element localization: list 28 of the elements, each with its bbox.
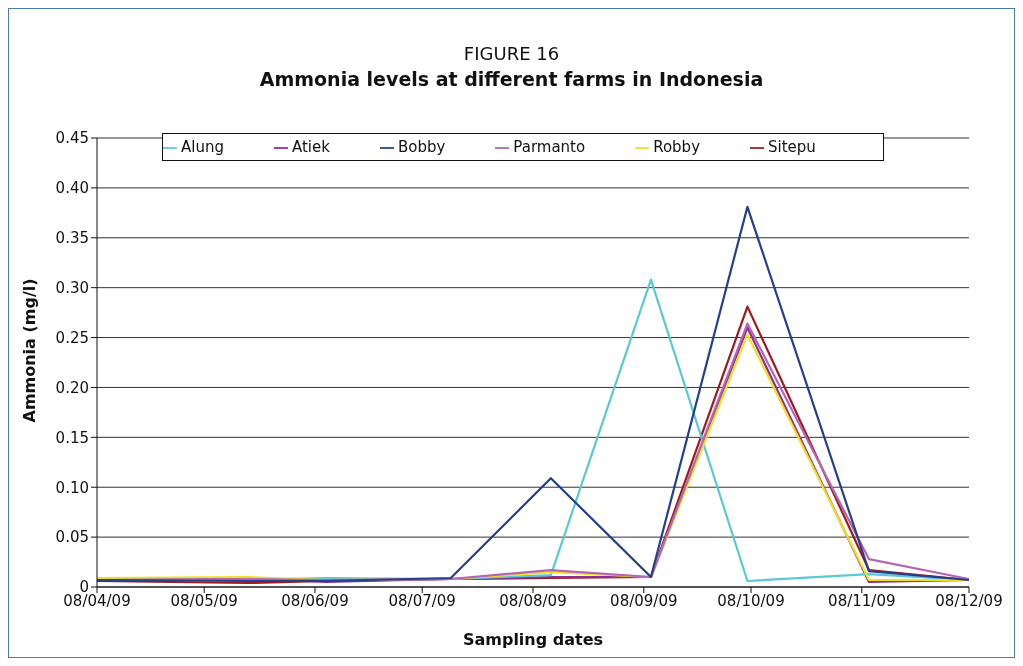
y-tick-label: 0.10 xyxy=(55,478,89,497)
y-tick-label: 0.05 xyxy=(55,528,89,547)
legend-label: Alung xyxy=(181,138,224,156)
y-tick-label: 0.40 xyxy=(55,179,89,198)
chart-subtitle: Ammonia levels at different farms in Indonesia xyxy=(258,68,765,90)
y-axis-title: Ammonia (mg/l) xyxy=(19,278,39,423)
x-tick-label: 08/12/09 xyxy=(935,591,1003,610)
legend-label: Sitepu xyxy=(768,138,816,156)
legend-label: Parmanto xyxy=(513,138,586,156)
y-tick-label: 0.30 xyxy=(55,278,89,297)
legend-label: Atiek xyxy=(291,138,330,156)
x-tick-label: 08/11/09 xyxy=(828,591,896,610)
x-tick-label: 08/05/09 xyxy=(170,591,238,610)
y-tick-label: 0.25 xyxy=(55,328,89,347)
x-tick-label: 08/10/09 xyxy=(717,591,785,610)
legend-label: Robby xyxy=(653,138,701,156)
x-axis-title: Sampling dates xyxy=(462,630,604,649)
y-tick-label: 0.45 xyxy=(55,129,89,148)
x-tick-label: 08/08/09 xyxy=(499,591,567,610)
y-tick-label: 0.35 xyxy=(55,229,89,248)
y-tick-label: 0.15 xyxy=(55,428,89,447)
x-tick-label: 08/09/09 xyxy=(610,591,678,610)
legend-label: Bobby xyxy=(397,138,446,156)
chart-title: FIGURE 16 xyxy=(462,43,561,64)
line-series xyxy=(97,205,969,583)
x-tick-label: 08/06/09 xyxy=(281,591,349,610)
x-tick-label: 08/07/09 xyxy=(388,591,456,610)
y-tick-label: 0.20 xyxy=(55,378,89,397)
